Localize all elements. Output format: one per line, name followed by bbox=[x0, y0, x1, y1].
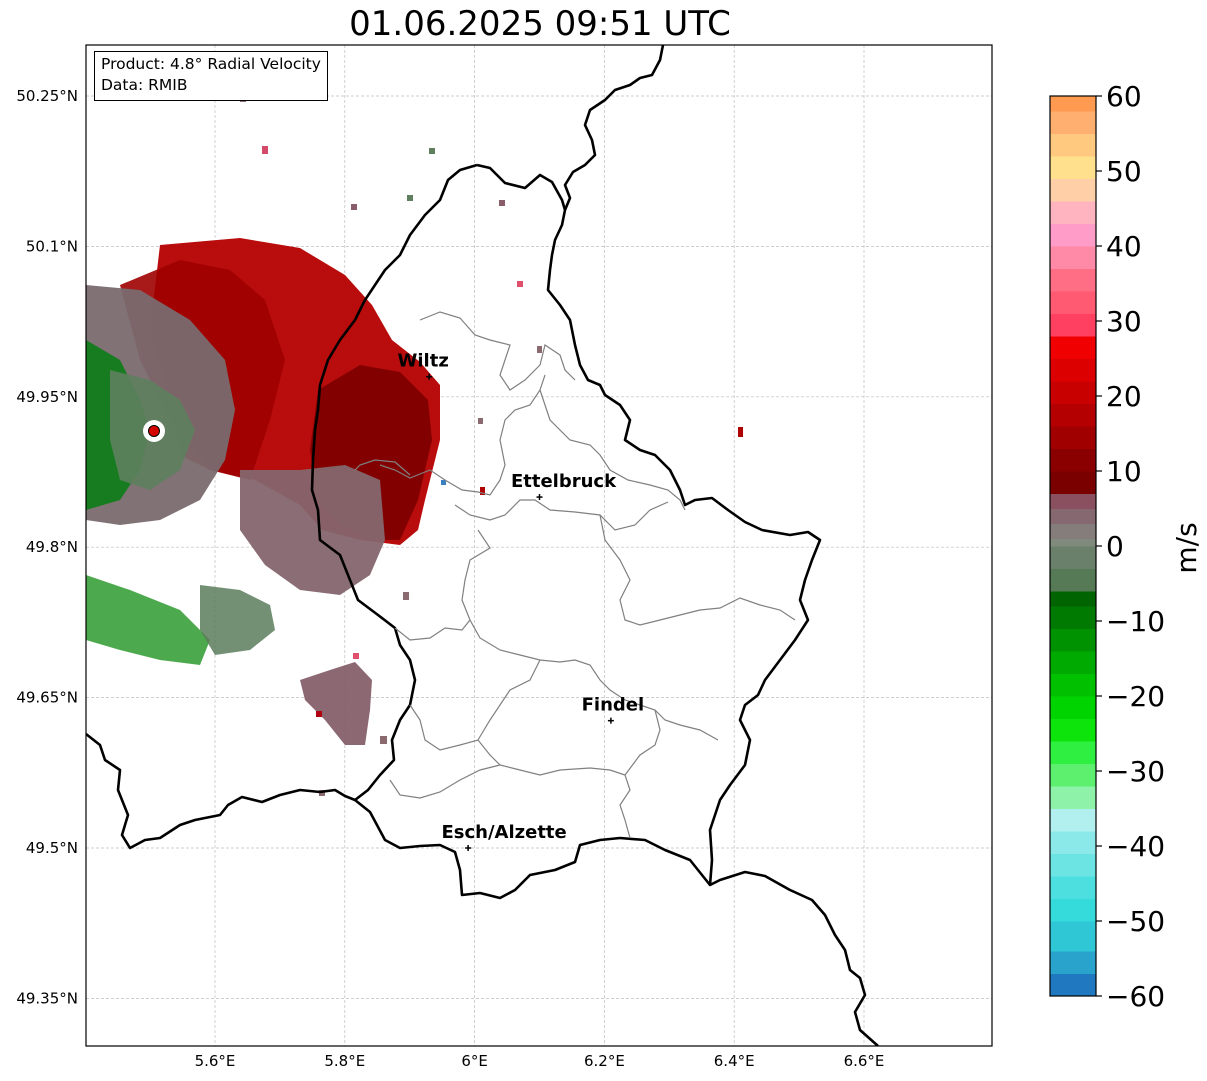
colorbar-segment bbox=[1050, 493, 1096, 509]
country-border-luxembourg bbox=[546, 45, 879, 1046]
colorbar-tick-label: −60 bbox=[1106, 980, 1165, 1013]
colorbar-segment bbox=[1050, 591, 1096, 607]
colorbar-segment bbox=[1050, 381, 1096, 404]
colorbar-tick-label: 60 bbox=[1106, 80, 1142, 113]
colorbar-segment bbox=[1050, 201, 1096, 224]
lat-tick-label: 49.35°N bbox=[16, 989, 78, 1007]
colorbar-segment bbox=[1050, 403, 1096, 427]
colorbar-segment bbox=[1050, 133, 1096, 157]
colorbar-tick-label: −30 bbox=[1106, 755, 1165, 788]
colorbar-segment bbox=[1050, 96, 1096, 112]
colorbar-segment bbox=[1050, 223, 1096, 247]
colorbar-segment bbox=[1050, 808, 1096, 832]
colorbar-segment bbox=[1050, 358, 1096, 382]
colorbar-tick-label: −50 bbox=[1106, 905, 1165, 938]
colorbar-tick-label: 10 bbox=[1106, 455, 1142, 488]
country-border-west bbox=[86, 163, 478, 850]
data-source-label: Data: RMIB bbox=[101, 76, 188, 94]
product-label: Product: 4.8° Radial Velocity bbox=[101, 55, 321, 73]
colorbar-segment bbox=[1050, 178, 1096, 202]
colorbar-segment bbox=[1050, 268, 1096, 292]
near-zero-south-area bbox=[240, 465, 385, 595]
lon-tick-label: 6.4°E bbox=[714, 1052, 755, 1070]
colorbar bbox=[1049, 95, 1097, 997]
country-border-north bbox=[476, 163, 567, 211]
colorbar-segment bbox=[1050, 538, 1096, 547]
colorbar-segment bbox=[1050, 546, 1096, 569]
lon-tick-label: 6.2°E bbox=[584, 1052, 625, 1070]
colorbar-segment bbox=[1050, 568, 1096, 592]
colorbar-segment bbox=[1050, 156, 1096, 179]
colorbar-tick-label: −40 bbox=[1106, 830, 1165, 863]
latitude-tick-labels: 50.25°N 50.1°N 49.95°N 49.8°N 49.65°N 49.5°N 4… bbox=[16, 87, 78, 1007]
colorbar-segment bbox=[1050, 471, 1096, 494]
colorbar-tick-label: 30 bbox=[1106, 305, 1142, 338]
lat-tick-label: 50.1°N bbox=[26, 237, 78, 255]
colorbar-segment bbox=[1050, 898, 1096, 922]
colorbar-segment bbox=[1050, 606, 1096, 629]
colorbar-tick-label: 50 bbox=[1106, 155, 1142, 188]
radar-echoes bbox=[86, 96, 743, 796]
colorbar-tick-label: −10 bbox=[1106, 605, 1165, 638]
colorbar-segment bbox=[1050, 508, 1096, 524]
colorbar-segment bbox=[1050, 973, 1096, 997]
isolated-echo-cluster bbox=[300, 662, 372, 745]
lon-tick-label: 6.6°E bbox=[844, 1052, 885, 1070]
colorbar-segment bbox=[1050, 951, 1096, 974]
colorbar-segment bbox=[1050, 246, 1096, 269]
product-info-box: Product: 4.8° Radial Velocity Data: RMIB bbox=[94, 51, 328, 101]
sw-grey-echoes bbox=[200, 585, 275, 655]
lon-tick-label: 6°E bbox=[461, 1052, 488, 1070]
colorbar-tick-label: 40 bbox=[1106, 230, 1142, 263]
colorbar-segment bbox=[1050, 696, 1096, 719]
colorbar-segment bbox=[1050, 523, 1096, 539]
sw-green-echoes bbox=[86, 575, 210, 665]
colorbar-segment bbox=[1050, 763, 1096, 787]
colorbar-segment bbox=[1050, 831, 1096, 854]
lon-tick-label: 5.6°E bbox=[195, 1052, 236, 1070]
colorbar-segment bbox=[1050, 448, 1096, 472]
colorbar-segment bbox=[1050, 651, 1096, 674]
colorbar-segment bbox=[1050, 718, 1096, 742]
colorbar-segment bbox=[1050, 876, 1096, 899]
colorbar-tick-label: 20 bbox=[1106, 380, 1142, 413]
colorbar-segment bbox=[1050, 673, 1096, 697]
lat-tick-label: 49.5°N bbox=[26, 839, 78, 857]
country-border-south bbox=[354, 798, 712, 900]
gridlines bbox=[86, 45, 992, 1046]
lon-tick-label: 5.8°E bbox=[324, 1052, 365, 1070]
city-label: Ettelbruck bbox=[511, 471, 617, 492]
colorbar-segment bbox=[1050, 336, 1096, 359]
colorbar-segment bbox=[1050, 786, 1096, 809]
colorbar-segment bbox=[1050, 426, 1096, 449]
city-label: Esch/Alzette bbox=[441, 822, 566, 843]
longitude-tick-labels: 5.6°E 5.8°E 6°E 6.2°E 6.4°E 6.6°E bbox=[195, 1052, 885, 1070]
colorbar-segment bbox=[1050, 111, 1096, 134]
colorbar-tick-label: 0 bbox=[1106, 530, 1124, 563]
colorbar-tick-label: −20 bbox=[1106, 680, 1165, 713]
colorbar-segment bbox=[1050, 741, 1096, 764]
map-title: 01.06.2025 09:51 UTC bbox=[349, 4, 731, 44]
colorbar-unit-label: m/s bbox=[1170, 522, 1203, 573]
lat-tick-label: 49.8°N bbox=[26, 538, 78, 556]
lat-tick-label: 49.95°N bbox=[16, 388, 78, 406]
canton-boundaries bbox=[354, 311, 796, 839]
colorbar-segment bbox=[1050, 921, 1096, 952]
city-markers: Wiltz Ettelbruck Findel Esch/Alzette bbox=[398, 351, 645, 851]
axes-frame bbox=[85, 44, 993, 1047]
colorbar-segment bbox=[1050, 313, 1096, 337]
lat-tick-label: 50.25°N bbox=[16, 87, 78, 105]
plot-area bbox=[86, 45, 992, 1046]
city-label: Wiltz bbox=[398, 351, 449, 372]
colorbar-segment bbox=[1050, 853, 1096, 877]
colorbar-segment bbox=[1050, 628, 1096, 652]
city-label: Findel bbox=[582, 695, 645, 716]
lat-tick-label: 49.65°N bbox=[16, 689, 78, 707]
colorbar-tick-labels: 60 50 40 30 20 10 0 −10 −20 −30 −40 −50 −60 bbox=[1096, 80, 1165, 1013]
radar-site-dot bbox=[148, 425, 160, 437]
colorbar-segment bbox=[1050, 291, 1096, 314]
